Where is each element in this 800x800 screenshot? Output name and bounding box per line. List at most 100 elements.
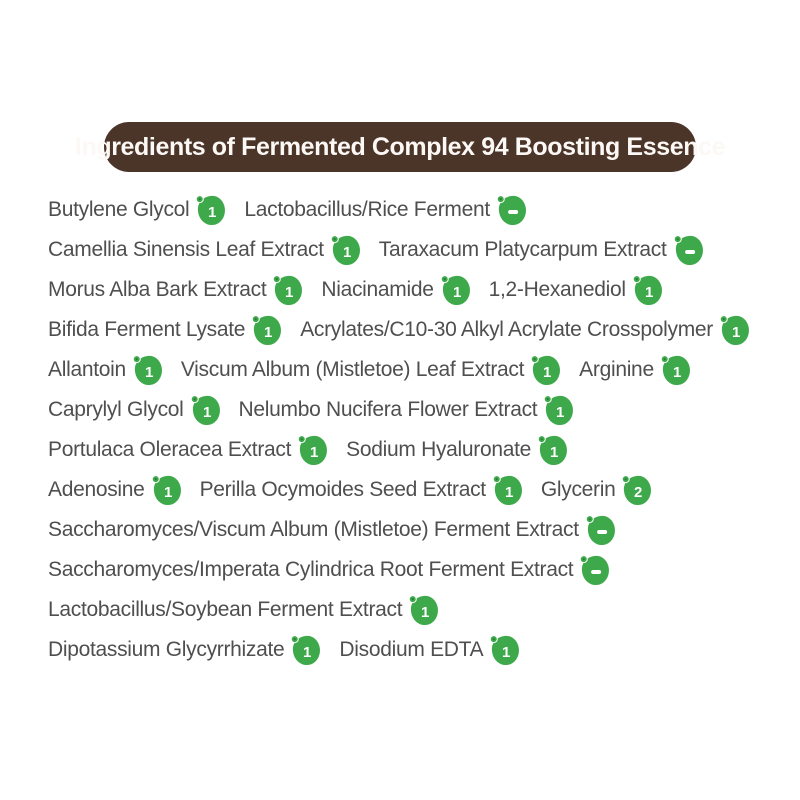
ewg-grade-badge-icon: 1 [492,474,524,506]
grade-value: 1 [421,603,430,620]
ingredient-name: Glycerin [540,478,616,501]
ewg-grade-badge-icon [579,554,611,586]
ewg-grade-badge-icon: 1 [251,314,283,346]
badge-sprout-dot-icon [496,194,506,204]
ingredient-name: Butylene Glycol [48,198,190,221]
ingredient-item: Taraxacum Platycarpum Extract [379,234,704,266]
ingredient-row: Saccharomyces/Imperata Cylindrica Root F… [48,554,778,586]
grade-value: 1 [309,443,319,460]
ingredient-name: Arginine [579,358,654,381]
badge-sprout-dot-icon [672,234,682,244]
ingredient-name: Dipotassium Glycyrrhizate [48,638,285,661]
badge-sprout-dot-icon [719,314,729,324]
ingredient-row: Morus Alba Bark Extract 1 Niacinamide 1 1,2-… [48,274,778,306]
ingredient-row: Bifida Ferment Lysate 1 Acrylates/C10-30 A… [48,314,778,346]
badge-sprout-dot-icon [632,274,641,284]
ingredient-item: Morus Alba Bark Extract 1 [48,274,304,306]
ingredient-row: Butylene Glycol 1 Lactobacillus/Rice Ferme… [48,194,778,226]
badge-sprout-dot-icon [408,594,418,604]
badge-sprout-dot-icon [492,474,502,484]
ingredient-row: Caprylyl Glycol 1 Nelumbo Nucifera Flower … [48,394,778,426]
ingredient-row: Dipotassium Glycyrrhizate 1 Disodium EDTA 1 [48,634,778,666]
ewg-grade-badge-icon [585,514,617,546]
ingredient-item: Niacinamide 1 [321,274,472,306]
ewg-grade-badge-icon: 1 [132,354,164,386]
badge-sprout-dot-icon [132,354,142,364]
badge-sprout-dot-icon [251,314,261,324]
badge-sprout-dot-icon [272,274,282,284]
ingredient-name: Lactobacillus/Soybean Ferment Extract [48,598,403,621]
badge-sprout-dot-icon [537,434,547,444]
grade-value: 1 [202,403,211,420]
grade-value: 1 [452,283,461,300]
grade-value: 1 [163,483,172,500]
badge-sprout-dot-icon [585,514,594,524]
ingredient-item: Bifida Ferment Lysate 1 [48,314,283,346]
ingredient-name: Caprylyl Glycol [48,398,184,421]
ingredient-item: Disodium EDTA 1 [339,634,521,666]
ingredient-item: Camellia Sinensis Leaf Extract 1 [48,234,362,266]
grade-value: 1 [342,243,351,260]
ewg-grade-badge-icon: 1 [543,394,575,426]
ewg-grade-badge-icon: 1 [195,194,227,226]
grade-value: 1 [303,643,312,660]
grade-value: 1 [549,443,559,460]
grade-value [507,209,518,214]
badge-sprout-dot-icon [660,354,669,364]
ewg-grade-badge-icon: 1 [632,274,664,306]
ingredient-item: Sodium Hyaluronate 1 [346,434,569,466]
badge-sprout-dot-icon [579,554,589,564]
ingredient-row: Lactobacillus/Soybean Ferment Extract 1 [48,594,778,626]
badge-sprout-dot-icon [150,474,160,484]
title-banner: Ingredients of Fermented Complex 94 Boos… [75,122,725,172]
ingredient-name: Morus Alba Bark Extract [48,278,267,301]
ingredient-list: Butylene Glycol 1 Lactobacillus/Rice Ferme… [48,194,778,677]
ingredient-name: Adenosine [48,478,145,501]
ewg-grade-badge-icon: 2 [621,474,653,506]
badge-sprout-dot-icon [189,394,199,404]
ewg-grade-badge-icon: 1 [489,634,521,666]
ingredient-item: Allantoin 1 [48,354,164,386]
ingredient-item: Dipotassium Glycyrrhizate 1 [48,634,322,666]
ewg-grade-badge-icon: 1 [719,314,751,346]
ewg-grade-badge-icon: 1 [530,354,562,386]
grade-value: 1 [144,363,154,380]
ingredient-item: Portulaca Oleracea Extract 1 [48,434,329,466]
ingredient-name: Nelumbo Nucifera Flower Extract [238,398,538,421]
ewg-grade-badge-icon: 1 [189,394,221,426]
ingredient-item: Acrylates/C10-30 Alkyl Acrylate Crosspol… [300,314,751,346]
ingredient-item: Nelumbo Nucifera Flower Extract 1 [238,394,575,426]
ingredient-name: Sodium Hyaluronate [346,438,532,461]
ingredient-row: Allantoin 1 Viscum Album (Mistletoe) Leaf … [48,354,778,386]
ingredient-name: Portulaca Oleracea Extract [48,438,292,461]
ingredient-row: Adenosine 1 Perilla Ocymoides Seed Extract… [48,474,778,506]
ewg-grade-badge-icon: 1 [330,234,362,266]
grade-value: 1 [208,203,217,220]
badge-sprout-dot-icon [621,474,631,484]
ingredient-name: Saccharomyces/Viscum Album (Mistletoe) F… [48,518,579,541]
ingredient-name: Camellia Sinensis Leaf Extract [48,238,324,261]
ewg-grade-badge-icon: 1 [537,434,569,466]
badge-sprout-dot-icon [530,354,540,364]
ingredient-name: 1,2-Hexanediol [488,278,626,301]
grade-value [596,529,607,534]
ingredient-item: Saccharomyces/Viscum Album (Mistletoe) F… [48,514,617,546]
ingredient-item: Lactobacillus/Rice Ferment [244,194,528,226]
ewg-grade-badge-icon: 1 [272,274,304,306]
grade-value: 1 [502,643,511,660]
ingredient-item: Glycerin 2 [540,474,653,506]
ewg-grade-badge-icon [496,194,528,226]
ingredient-row: Saccharomyces/Viscum Album (Mistletoe) F… [48,514,778,546]
badge-sprout-dot-icon [330,234,339,244]
badge-sprout-dot-icon [290,634,300,644]
badge-sprout-dot-icon [489,634,499,644]
grade-value: 1 [556,403,565,420]
grade-value: 1 [731,323,741,340]
ingredient-name: Bifida Ferment Lysate [48,318,246,341]
ewg-grade-badge-icon: 1 [297,434,329,466]
grade-value: 1 [644,283,653,300]
grade-value [590,569,601,574]
ingredient-name: Acrylates/C10-30 Alkyl Acrylate Crosspol… [300,318,713,341]
page-title: Ingredients of Fermented Complex 94 Boos… [74,132,726,161]
